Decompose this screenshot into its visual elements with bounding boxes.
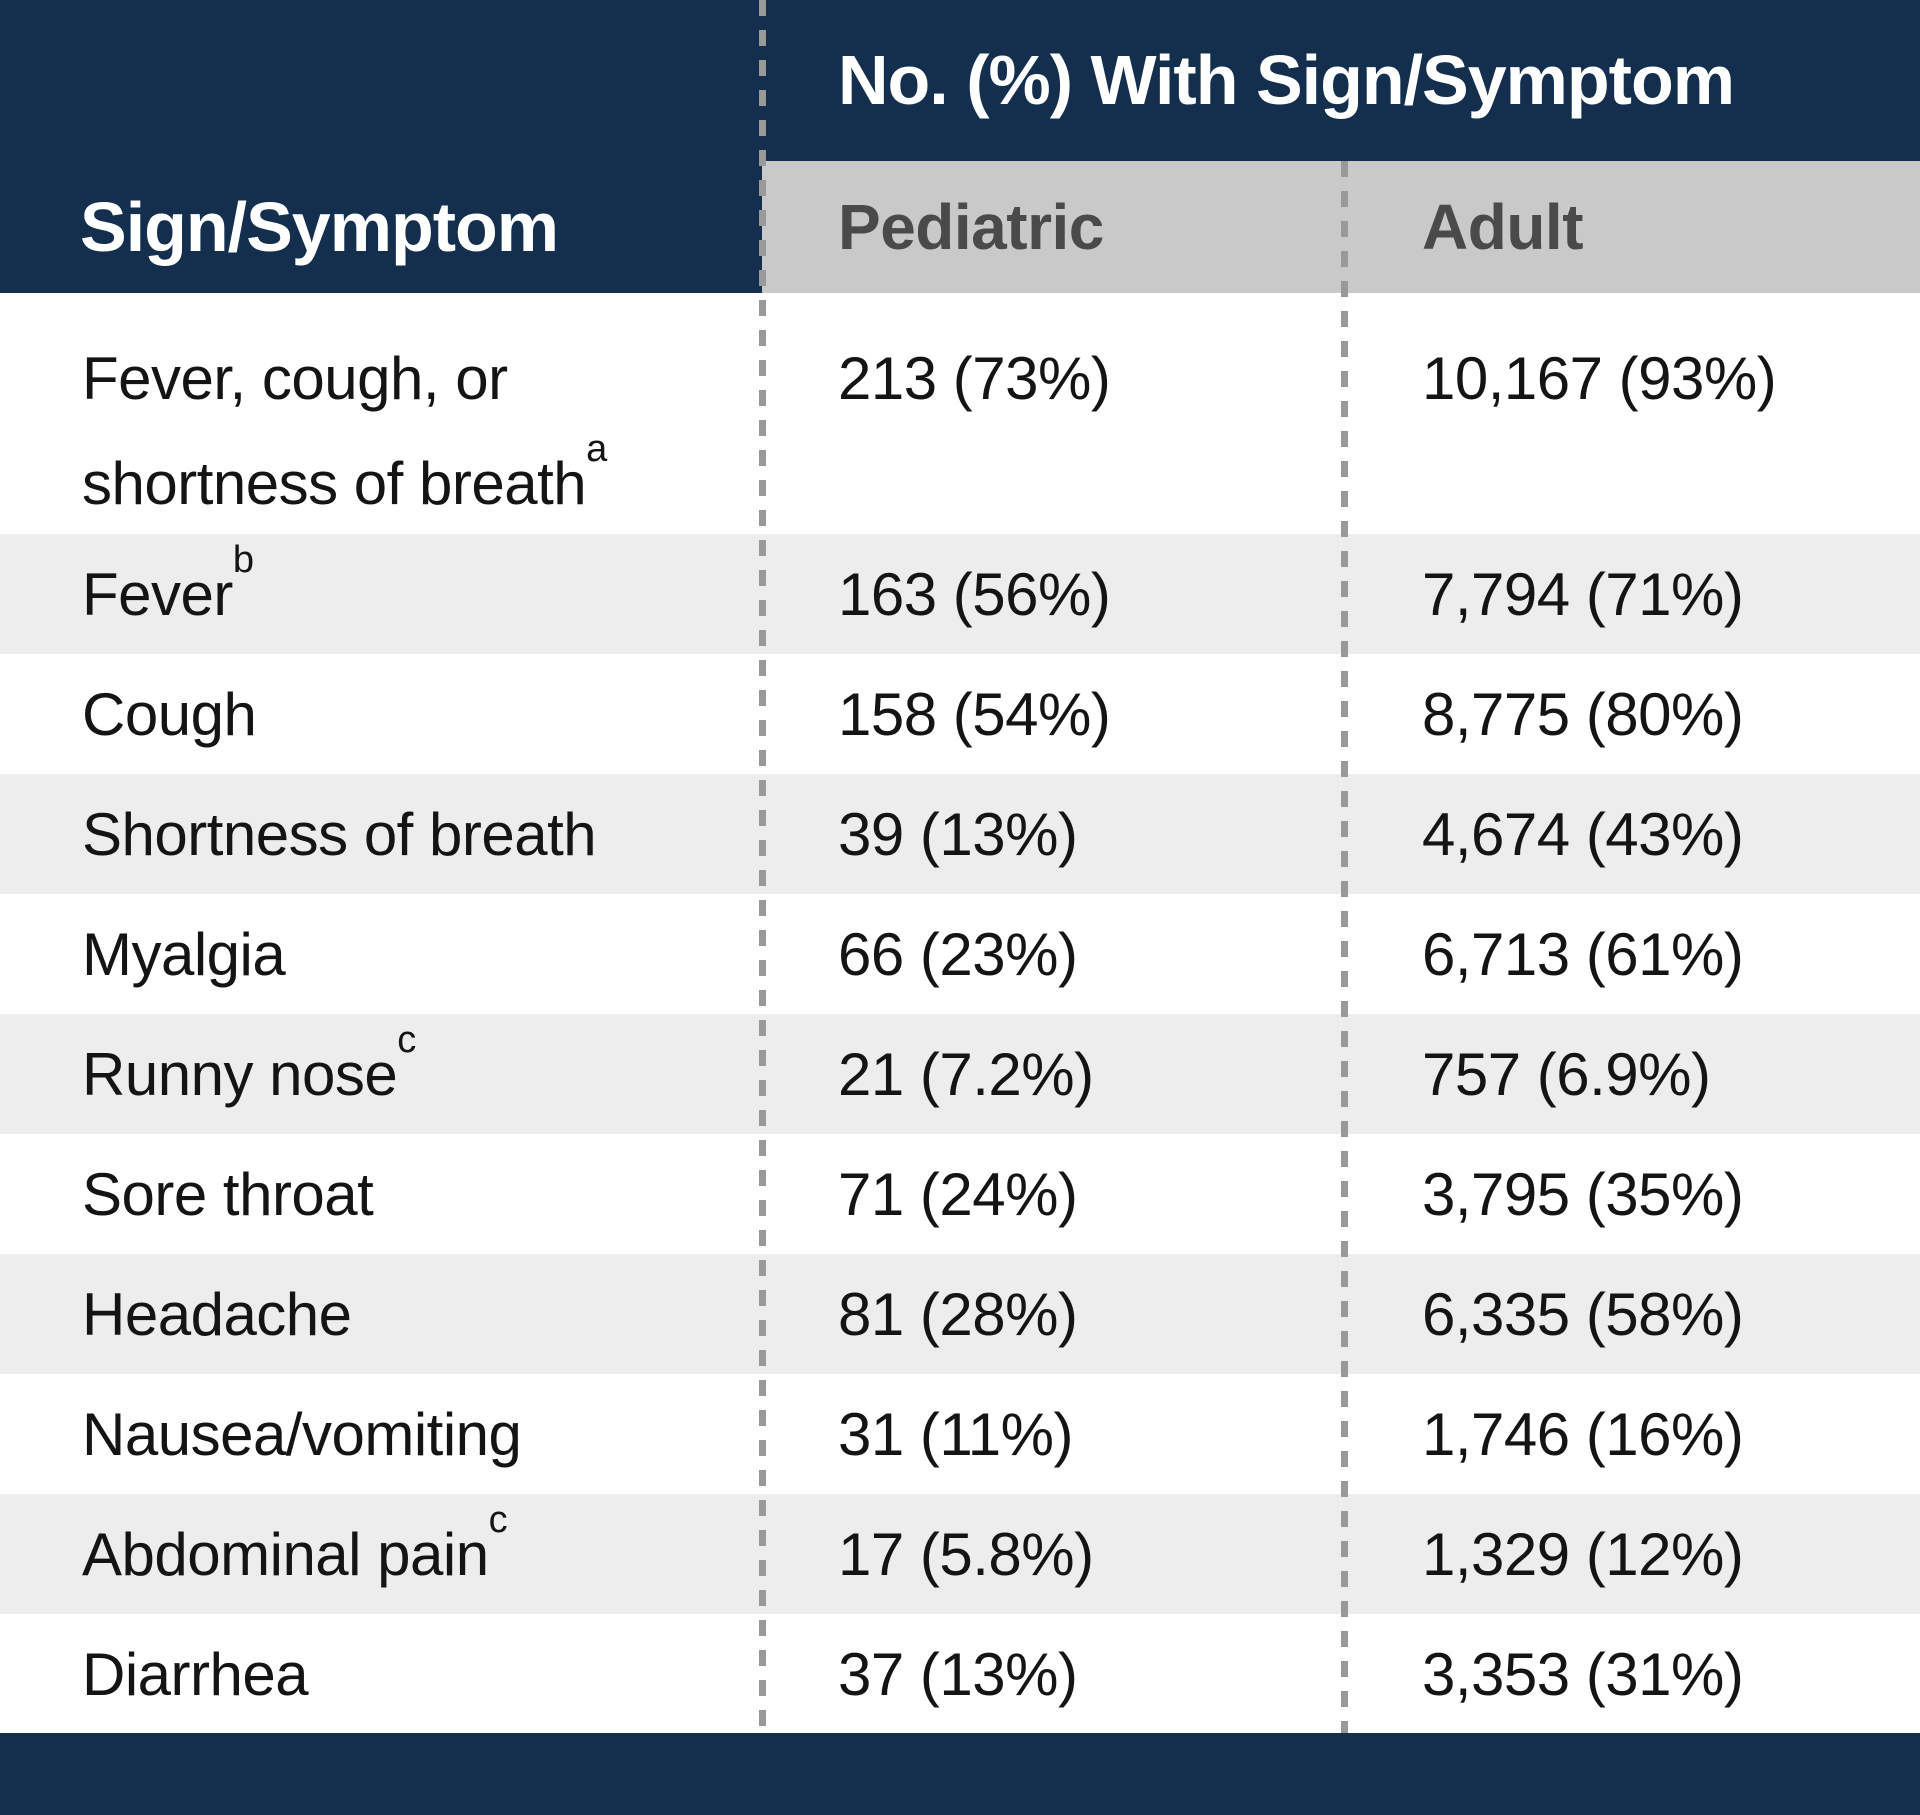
row-label-cell: Myalgia [0, 902, 762, 1007]
table-row: Abdominal painc 17 (5.8%) 1,329 (12%) [0, 1494, 1920, 1614]
row-label-text: Shortness of breath [82, 800, 597, 868]
row-label-cell: Nausea/vomiting [0, 1382, 762, 1487]
row-adult-value: 6,335 (58%) [1422, 1280, 1744, 1348]
table-row: Feverb 163 (56%) 7,794 (71%) [0, 534, 1920, 654]
row-adult-value: 6,713 (61%) [1422, 920, 1744, 988]
row-label-cell: Runny nosec [0, 1018, 762, 1127]
row-label-text: Nausea/vomiting [82, 1400, 522, 1468]
row-footnote-marker: a [586, 428, 608, 470]
table-row: Nausea/vomiting 31 (11%) 1,746 (16%) [0, 1374, 1920, 1494]
header-group-navy-block: No. (%) With Sign/Symptom [762, 0, 1920, 161]
footer-bar [0, 1733, 1920, 1815]
table-row: Shortness of breath 39 (13%) 4,674 (43%) [0, 774, 1920, 894]
row-label-cell: Fever, cough, or shortness of breatha [0, 293, 762, 536]
row-label-text: Sore throat [82, 1160, 374, 1228]
row-pediatric-value: 163 (56%) [838, 560, 1111, 628]
row-pediatric-value: 39 (13%) [838, 800, 1078, 868]
row-label-cell: Sore throat [0, 1142, 762, 1247]
row-pediatric-value: 81 (28%) [838, 1280, 1078, 1348]
row-adult-value: 3,353 (31%) [1422, 1640, 1744, 1708]
table-row: Sore throat 71 (24%) 3,795 (35%) [0, 1134, 1920, 1254]
row-pediatric-value: 158 (54%) [838, 680, 1111, 748]
row-adult-value: 4,674 (43%) [1422, 800, 1744, 868]
row-label-text: Abdominal pain [82, 1520, 489, 1588]
row-adult-value: 7,794 (71%) [1422, 560, 1744, 628]
row-pediatric-value: 31 (11%) [838, 1400, 1074, 1468]
row-adult-value: 757 (6.9%) [1422, 1040, 1711, 1108]
row-adult-value: 10,167 (93%) [1422, 345, 1777, 412]
row-label-cell: Cough [0, 662, 762, 767]
table-row: Myalgia 66 (23%) 6,713 (61%) [0, 894, 1920, 1014]
row-pediatric-value: 37 (13%) [838, 1640, 1078, 1708]
group-header-title: No. (%) With Sign/Symptom [838, 41, 1735, 119]
row-footnote-marker: c [488, 1498, 508, 1541]
row-label-text: Cough [82, 680, 257, 748]
row-pediatric-value: 66 (23%) [838, 920, 1078, 988]
row-pediatric-value: 21 (7.2%) [838, 1040, 1094, 1108]
row-adult-value: 3,795 (35%) [1422, 1160, 1744, 1228]
row-label-cell: Abdominal painc [0, 1498, 762, 1607]
row-pediatric-value: 17 (5.8%) [838, 1520, 1094, 1588]
row-label-cell: Shortness of breath [0, 782, 762, 887]
table-row: Headache 81 (28%) 6,335 (58%) [0, 1254, 1920, 1374]
table-row: Cough 158 (54%) 8,775 (80%) [0, 654, 1920, 774]
header-left-navy-block [0, 0, 762, 293]
row-label-text: Myalgia [82, 920, 286, 988]
row-label-cell: Diarrhea [0, 1622, 762, 1727]
row-pediatric-value: 71 (24%) [838, 1160, 1078, 1228]
row-label-text: Fever [82, 560, 233, 628]
row-footnote-marker: b [232, 538, 255, 581]
column-header-adult: Adult [1422, 191, 1584, 263]
column-header-sign-symptom: Sign/Symptom [80, 188, 559, 266]
row-label-text: Diarrhea [82, 1640, 309, 1708]
table-body: Fever, cough, or shortness of breatha 21… [0, 293, 1920, 1734]
row-pediatric-value: 213 (73%) [838, 345, 1111, 412]
table-row: Diarrhea 37 (13%) 3,353 (31%) [0, 1614, 1920, 1734]
row-label-cell: Headache [0, 1262, 762, 1367]
row-adult-value: 1,746 (16%) [1422, 1400, 1744, 1468]
column-divider-dashed-line-right [1341, 161, 1348, 1733]
row-label-text: Runny nose [82, 1040, 398, 1108]
row-adult-value: 8,775 (80%) [1422, 680, 1744, 748]
table-row: Runny nosec 21 (7.2%) 757 (6.9%) [0, 1014, 1920, 1134]
row-label-text: Fever, cough, or shortness of breath [82, 345, 587, 517]
row-label-cell: Feverb [0, 538, 762, 647]
column-divider-dashed-line-left [759, 0, 766, 1733]
column-header-pediatric: Pediatric [838, 191, 1104, 263]
row-label-text: Headache [82, 1280, 352, 1348]
row-adult-value: 1,329 (12%) [1422, 1520, 1744, 1588]
row-footnote-marker: c [397, 1018, 417, 1061]
table-row: Fever, cough, or shortness of breatha 21… [0, 293, 1920, 534]
